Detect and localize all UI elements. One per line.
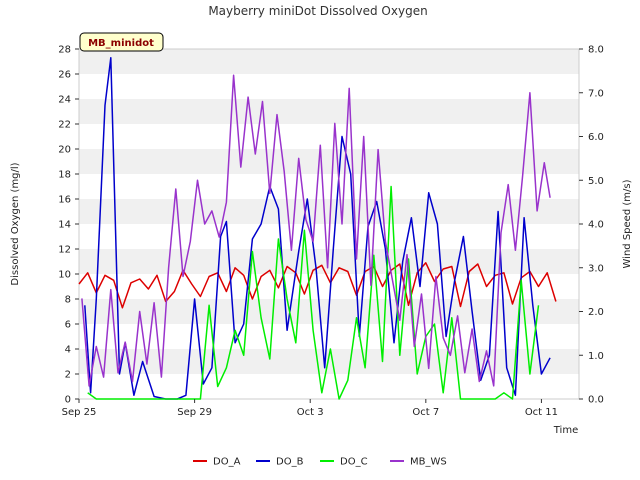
y-tick-label: 4	[65, 345, 71, 356]
series-line-do-b	[84, 57, 551, 400]
y-tick-label: 0	[65, 395, 71, 406]
x-tick-label: Oct 11	[525, 407, 558, 418]
series-line-do-a	[78, 262, 557, 309]
y-tick-label: 16	[58, 195, 71, 206]
x-axis-title: Time	[553, 425, 578, 436]
y2-tick-label: 1.0	[588, 351, 604, 362]
y-tick-label: 20	[58, 145, 71, 156]
series-layer	[78, 57, 557, 400]
y-axis-title: Dissolved Oxygen (mg/l)	[10, 162, 21, 285]
x-tick-label: Sep 29	[177, 407, 212, 418]
y2-tick-label: 3.0	[588, 263, 604, 274]
legend: DO_A DO_B DO_C MB_WS	[193, 457, 447, 468]
y2-axis-title: Wind Speed (m/s)	[622, 179, 633, 268]
y-tick-label: 24	[58, 95, 71, 106]
x-tick-label: Sep 25	[62, 407, 97, 418]
series-line-mb-ws	[81, 74, 551, 387]
y-tick-label: 26	[58, 70, 71, 81]
x-tick-label: Oct 7	[412, 407, 439, 418]
x-tick-label: Oct 3	[297, 407, 324, 418]
grid-band	[79, 99, 579, 124]
y-tick-label: 18	[58, 170, 71, 181]
series-line-do-c	[87, 185, 540, 400]
badge: MB_minidot	[79, 32, 164, 52]
y2-tick-label: 6.0	[588, 132, 604, 143]
grid-band	[79, 199, 579, 224]
y-tick-label: 8	[65, 295, 71, 306]
legend-label-do-a: DO_A	[213, 457, 241, 468]
grid-band	[79, 149, 579, 174]
grid-band	[79, 49, 579, 74]
y2-tick-label: 8.0	[588, 45, 604, 56]
y2-tick-label: 5.0	[588, 176, 604, 187]
y2-tick-label: 0.0	[588, 395, 604, 406]
legend-label-do-b: DO_B	[276, 457, 304, 468]
y-tick-label: 10	[58, 270, 71, 281]
y-tick-label: 28	[58, 45, 71, 56]
y-tick-label: 12	[58, 245, 71, 256]
y-tick-label: 22	[58, 120, 71, 131]
y-tick-label: 2	[65, 370, 71, 381]
y2-tick-label: 4.0	[588, 220, 604, 231]
grid-bands	[79, 49, 579, 399]
y2-axis-ticks: 0.0 1.0 2.0 3.0 4.0 5.0 6.0 7.0 8.0	[579, 45, 604, 406]
y2-tick-label: 7.0	[588, 88, 604, 99]
legend-label-mb-ws: MB_WS	[410, 457, 447, 468]
y-tick-label: 6	[65, 320, 71, 331]
legend-label-do-c: DO_C	[340, 457, 368, 468]
chart-title: Mayberry miniDot Dissolved Oxygen	[208, 4, 427, 18]
badge-label: MB_minidot	[88, 38, 154, 49]
y-tick-label: 14	[58, 220, 71, 231]
badge-box	[79, 32, 164, 52]
y2-tick-label: 2.0	[588, 307, 604, 318]
x-axis-ticks: Sep 25 Sep 29 Oct 3 Oct 7 Oct 11	[62, 399, 558, 418]
